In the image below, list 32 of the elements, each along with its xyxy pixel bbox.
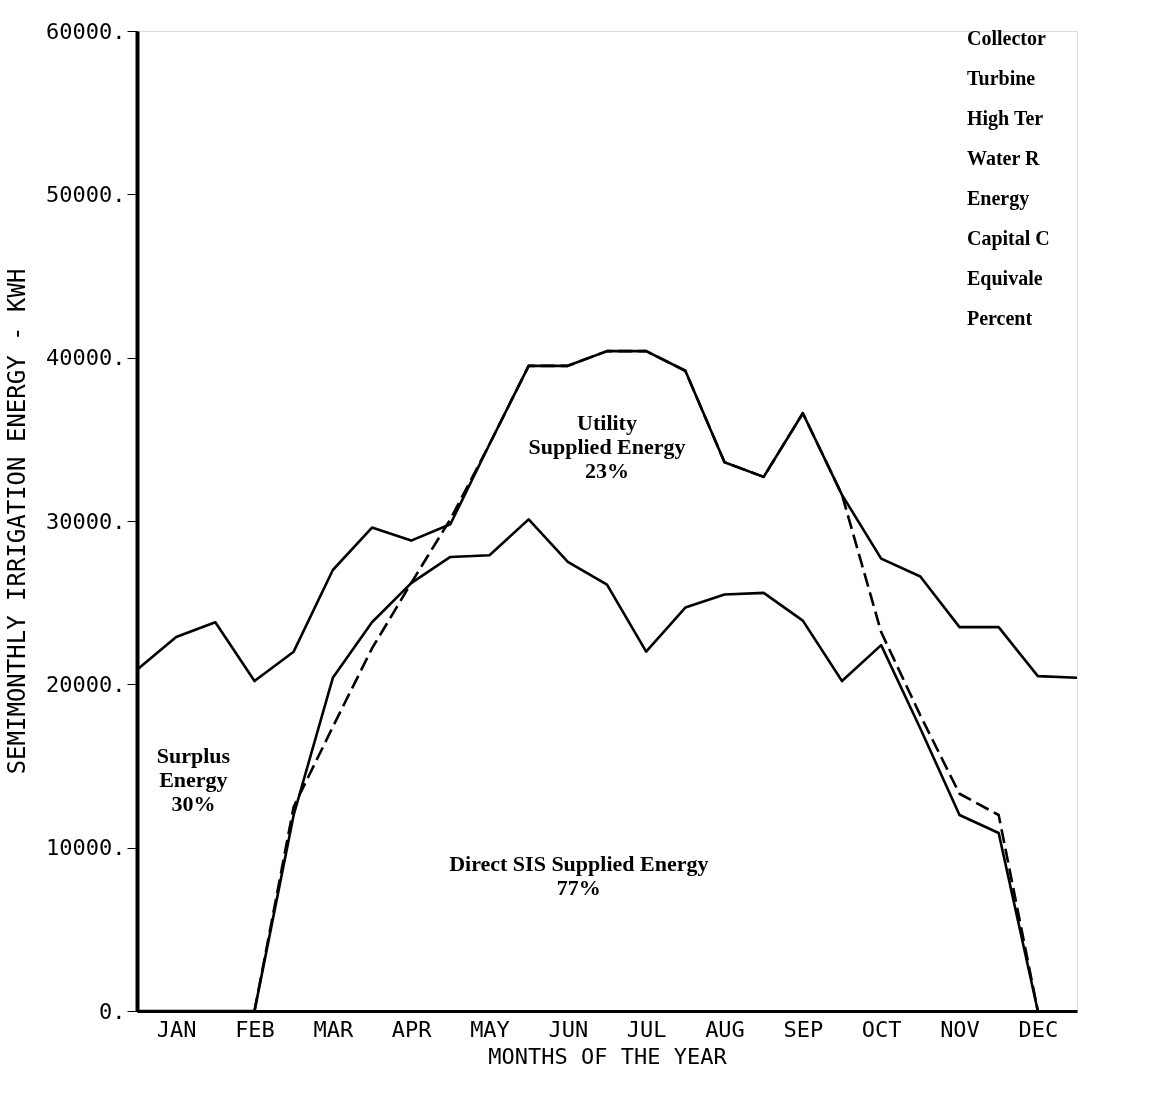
annotation: High Ter (967, 107, 1044, 130)
annotation: Equivale (967, 267, 1043, 290)
annotation: Water R (967, 147, 1040, 169)
x-tick-label: MAR (313, 1016, 354, 1042)
x-tick-label: APR (391, 1016, 433, 1042)
x-tick-label: JUL (626, 1016, 667, 1042)
y-axis-title: SEMIMONTHLY IRRIGATION ENERGY - KWH (3, 268, 32, 775)
annotation: Capital C (967, 227, 1050, 250)
x-axis-title: MONTHS OF THE YEAR (488, 1043, 728, 1069)
x-tick-label: MAY (470, 1016, 510, 1042)
annotation: Surplus Energy 30% (156, 743, 231, 817)
y-tick-label: 40000. (46, 345, 126, 371)
x-tick-label: JAN (156, 1016, 197, 1042)
x-tick-label: SEP (783, 1016, 824, 1042)
annotation: Energy (967, 187, 1030, 210)
y-tick-label: 50000. (46, 181, 126, 207)
y-tick-label: 60000. (46, 18, 126, 44)
y-tick-label: 10000. (46, 835, 126, 861)
annotation: Turbine (967, 67, 1036, 89)
annotation: Direct SIS Supplied Energy 77% (449, 851, 709, 900)
x-tick-label: OCT (861, 1016, 902, 1042)
y-tick-label: 0. (99, 998, 126, 1024)
annotation: Collector (967, 27, 1046, 49)
x-tick-label: DEC (1018, 1016, 1059, 1042)
annotation: Utility Supplied Energy 23% (528, 410, 686, 483)
y-tick-label: 20000. (46, 671, 126, 697)
x-tick-label: NOV (940, 1016, 980, 1042)
x-tick-label: AUG (705, 1016, 745, 1042)
x-tick-label: FEB (235, 1016, 275, 1042)
x-tick-label: JUN (548, 1016, 589, 1042)
y-tick-label: 30000. (46, 508, 126, 534)
annotation: Percent (967, 307, 1033, 329)
